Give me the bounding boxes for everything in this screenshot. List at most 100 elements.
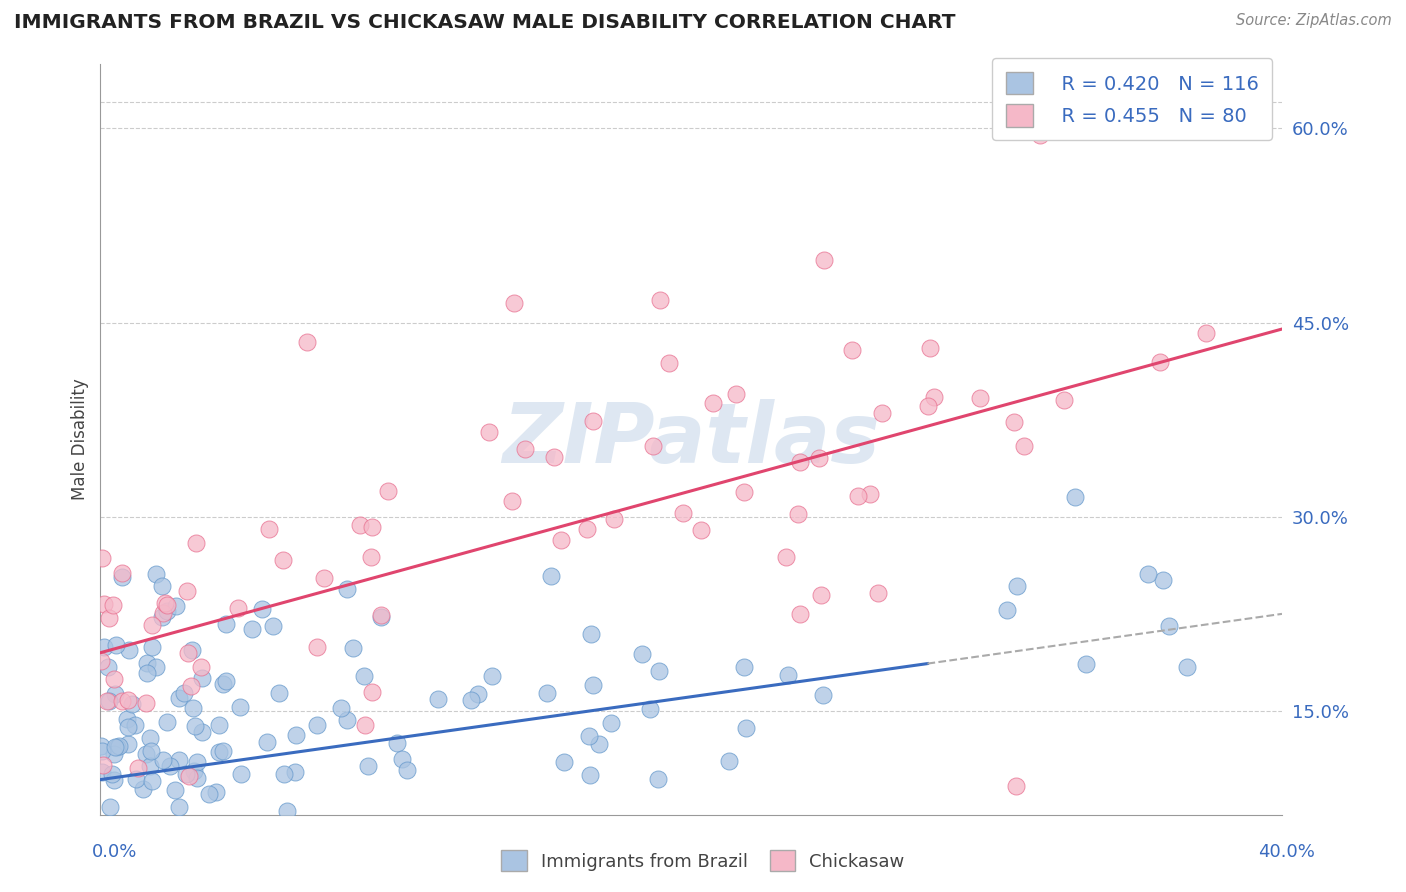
Point [1074,657,1097,672]
Point [141,617,163,632]
Point [1149,354,1171,368]
Point [229,700,252,714]
Point [787,508,810,522]
Point [105,739,128,754]
Point [90,739,112,753]
Point [1012,440,1035,454]
Point [117,737,139,751]
Point [240,622,263,636]
Point [152,606,174,620]
Point [141,773,163,788]
Point [733,659,755,673]
Point [156,604,179,618]
Point [208,718,231,732]
Point [91,764,114,779]
Point [295,334,318,349]
Point [181,701,204,715]
Point [550,533,572,548]
Point [252,602,274,616]
Point [370,610,392,624]
Point [581,678,603,692]
Point [145,660,167,674]
Point [1029,128,1052,142]
Point [180,680,202,694]
Point [124,718,146,732]
Point [127,761,149,775]
Point [811,688,834,702]
Point [90,654,112,668]
Point [186,756,208,770]
Point [920,341,942,355]
Point [733,485,755,500]
Point [647,772,669,786]
Point [1005,779,1028,793]
Point [702,395,724,409]
Point [775,550,797,565]
Point [111,570,134,584]
Point [1064,491,1087,505]
Point [807,451,830,466]
Point [813,253,835,268]
Point [152,579,174,593]
Point [582,414,605,428]
Point [307,718,329,732]
Point [478,425,501,439]
Point [197,787,219,801]
Point [353,668,375,682]
Text: 0.0%: 0.0% [91,843,136,861]
Point [176,584,198,599]
Point [467,687,489,701]
Point [141,640,163,654]
Point [150,610,173,624]
Point [789,607,811,621]
Point [305,640,328,654]
Point [603,512,626,526]
Point [1194,326,1216,341]
Point [638,701,661,715]
Point [859,487,882,501]
Point [336,582,359,596]
Point [776,668,799,682]
Point [1005,579,1028,593]
Point [226,601,249,615]
Point [180,643,202,657]
Point [643,439,665,453]
Point [648,665,671,679]
Text: IMMIGRANTS FROM BRAZIL VS CHICKASAW MALE DISABILITY CORRELATION CHART: IMMIGRANTS FROM BRAZIL VS CHICKASAW MALE… [14,13,956,32]
Point [460,693,482,707]
Point [98,800,121,814]
Point [1152,573,1174,587]
Point [215,674,238,689]
Point [177,646,200,660]
Legend:   R = 0.420   N = 116,   R = 0.455   N = 80: R = 0.420 N = 116, R = 0.455 N = 80 [993,58,1272,140]
Point [271,553,294,567]
Point [285,728,308,742]
Point [159,759,181,773]
Point [163,782,186,797]
Point [167,800,190,814]
Point [575,522,598,536]
Point [312,571,335,585]
Point [513,442,536,457]
Point [97,660,120,674]
Point [922,390,945,404]
Point [415,821,437,835]
Point [212,677,235,691]
Point [540,569,562,583]
Point [631,647,654,661]
Point [132,782,155,797]
Text: 40.0%: 40.0% [1258,843,1315,861]
Point [690,523,713,537]
Point [396,763,419,777]
Point [155,598,177,612]
Point [481,668,503,682]
Point [267,685,290,699]
Point [579,627,602,641]
Point [167,753,190,767]
Point [868,585,890,599]
Point [91,744,114,758]
Point [93,640,115,654]
Point [104,638,127,652]
Point [273,767,295,781]
Point [846,489,869,503]
